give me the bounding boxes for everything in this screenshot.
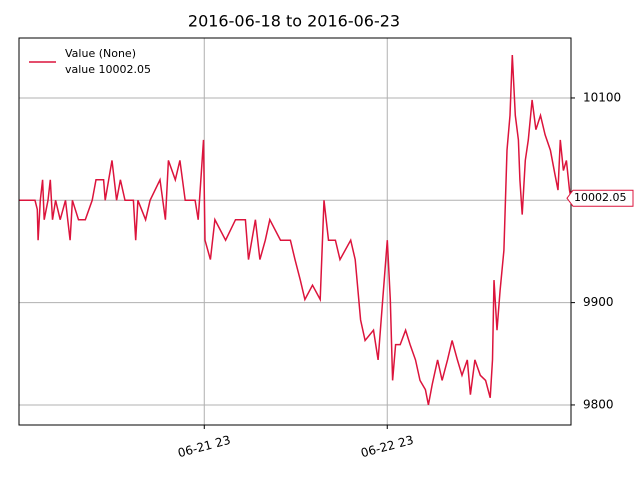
plot-frame xyxy=(18,37,572,426)
legend-label: Value (None) xyxy=(65,47,136,60)
x-tick-label: 06-21 23 xyxy=(176,433,232,460)
x-tick-label: 06-22 23 xyxy=(359,433,415,460)
chart-title: 2016-06-18 to 2016-06-23 xyxy=(188,12,400,31)
legend-note: value 10002.05 xyxy=(65,63,151,76)
y-tick-label: 9800 xyxy=(583,397,614,411)
line xyxy=(19,54,572,406)
value-box-label: 10002.05 xyxy=(574,191,627,204)
value-box xyxy=(566,189,634,207)
y-tick-label: 10100 xyxy=(583,90,621,104)
y-tick-label: 9900 xyxy=(583,295,614,309)
